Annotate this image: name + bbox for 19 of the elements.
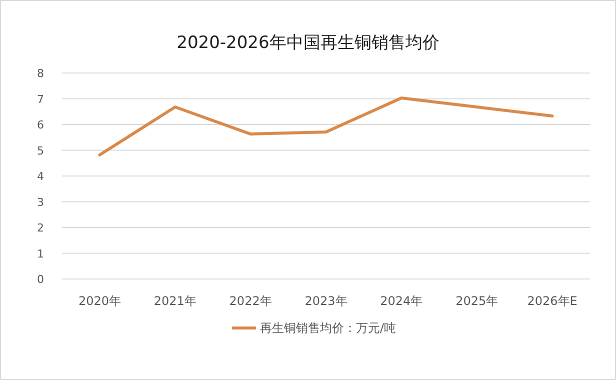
y-tick-label: 6 bbox=[37, 118, 44, 132]
x-tick-label: 2024年 bbox=[380, 294, 423, 308]
y-tick-label: 3 bbox=[37, 196, 44, 209]
x-tick-label: 2021年 bbox=[154, 294, 196, 308]
y-tick-label: 7 bbox=[37, 92, 44, 106]
y-tick-label: 2 bbox=[37, 222, 44, 234]
y-tick-label: 0 bbox=[37, 273, 44, 286]
y-tick-label: 1 bbox=[37, 247, 44, 260]
x-tick-label: 2025年 bbox=[456, 294, 498, 308]
line-series bbox=[98, 96, 554, 156]
y-tick-label: 5 bbox=[37, 144, 44, 158]
x-tick-label: 2026年E bbox=[527, 294, 578, 308]
x-tick-label: 2023年 bbox=[304, 294, 348, 308]
chart-title: 2020-2026年中国再生铜销售均价 bbox=[176, 33, 440, 53]
y-tick-label: 4 bbox=[37, 170, 44, 183]
x-tick-label: 2022年 bbox=[229, 294, 272, 308]
y-tick-label: 8 bbox=[37, 67, 44, 80]
legend-label: 再生铜销售均价：万元/吨 bbox=[260, 321, 396, 335]
x-tick-label: 2020年 bbox=[78, 294, 121, 308]
